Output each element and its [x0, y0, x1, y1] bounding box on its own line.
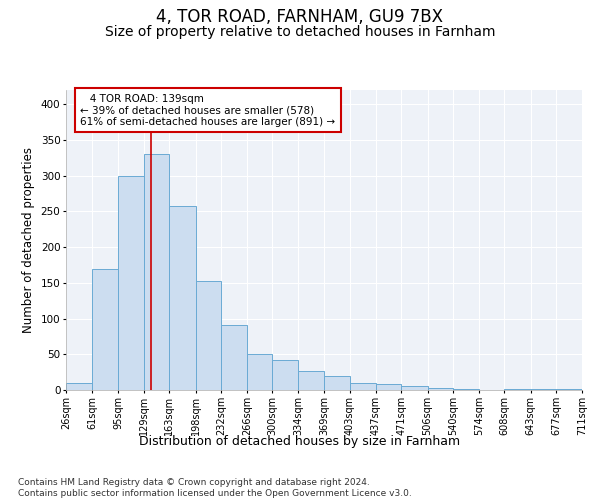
Bar: [428, 388, 453, 390]
Bar: [143, 154, 169, 390]
Bar: [196, 282, 221, 390]
Bar: [66, 383, 92, 390]
Text: 4, TOR ROAD, FARNHAM, GU9 7BX: 4, TOR ROAD, FARNHAM, GU9 7BX: [157, 8, 443, 26]
Bar: [453, 388, 479, 390]
Y-axis label: Number of detached properties: Number of detached properties: [22, 147, 35, 333]
Bar: [272, 360, 298, 390]
Bar: [350, 383, 376, 390]
Text: Distribution of detached houses by size in Farnham: Distribution of detached houses by size …: [139, 435, 461, 448]
Bar: [92, 268, 118, 390]
Bar: [505, 388, 531, 390]
Bar: [118, 176, 143, 390]
Bar: [247, 354, 272, 390]
Bar: [298, 370, 325, 390]
Bar: [221, 325, 247, 390]
Bar: [376, 384, 401, 390]
Text: Size of property relative to detached houses in Farnham: Size of property relative to detached ho…: [105, 25, 495, 39]
Text: Contains HM Land Registry data © Crown copyright and database right 2024.
Contai: Contains HM Land Registry data © Crown c…: [18, 478, 412, 498]
Text: 4 TOR ROAD: 139sqm
← 39% of detached houses are smaller (578)
61% of semi-detach: 4 TOR ROAD: 139sqm ← 39% of detached hou…: [80, 94, 335, 127]
Bar: [325, 376, 350, 390]
Bar: [401, 386, 428, 390]
Bar: [169, 206, 196, 390]
